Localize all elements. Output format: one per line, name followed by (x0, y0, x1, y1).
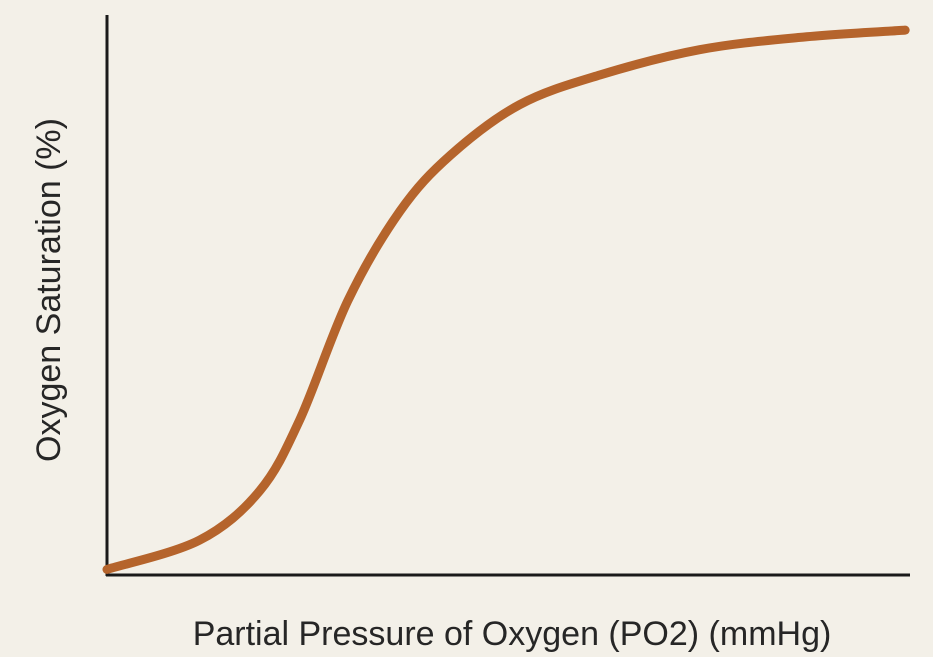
y-axis-label: Oxygen Saturation (%) (30, 118, 68, 462)
curve (102, 25, 910, 574)
x-axis-label: Partial Pressure of Oxygen (PO2) (mmHg) (193, 615, 832, 653)
